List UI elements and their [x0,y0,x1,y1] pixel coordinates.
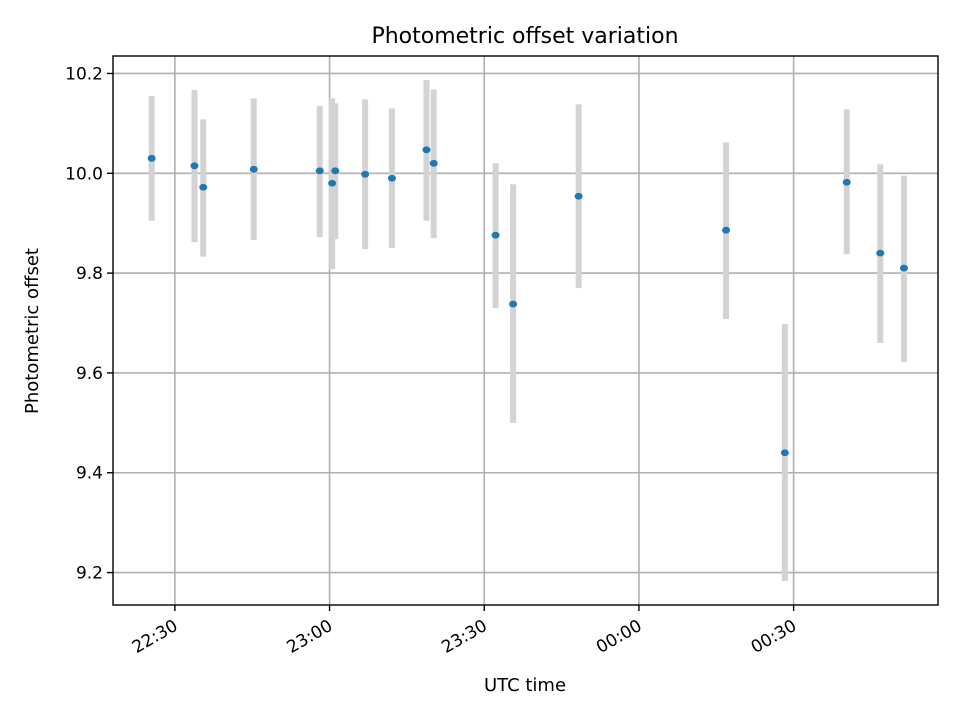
data-point [249,165,258,173]
point-layer [147,146,908,457]
data-point [429,159,438,167]
x-tick-label: 23:30 [438,616,490,658]
x-tick-label: 00:00 [593,616,645,658]
data-point [387,174,396,182]
x-axis-label: UTC time [484,675,566,696]
y-axis-label: Photometric offset [22,248,43,414]
y-tick-label: 9.8 [76,264,103,284]
x-tick-label: 00:30 [748,616,800,658]
data-point [574,192,583,200]
data-point [199,183,208,191]
y-tick-label: 10.0 [65,164,103,184]
y-tick-label: 9.6 [76,364,103,384]
data-point [315,167,324,175]
errorbar-layer [148,79,907,582]
y-tick-label: 9.2 [76,564,103,584]
data-point [491,231,500,239]
data-point [509,300,518,308]
data-point [328,179,337,187]
data-point [722,226,731,234]
data-point [331,167,340,175]
data-point [876,249,885,257]
chart-title: Photometric offset variation [371,24,678,49]
data-point [780,449,789,457]
data-point [899,264,908,272]
data-point [361,170,370,178]
x-tick-label: 22:30 [129,616,181,658]
plot-frame [112,55,939,606]
y-tick-label: 10.2 [65,64,103,84]
data-point [422,146,431,154]
data-point [842,178,851,186]
y-tick-label: 9.4 [76,464,103,484]
x-tick-label: 23:00 [284,616,336,658]
data-point [147,154,156,162]
data-point [190,162,199,170]
grid-layer [113,56,938,605]
